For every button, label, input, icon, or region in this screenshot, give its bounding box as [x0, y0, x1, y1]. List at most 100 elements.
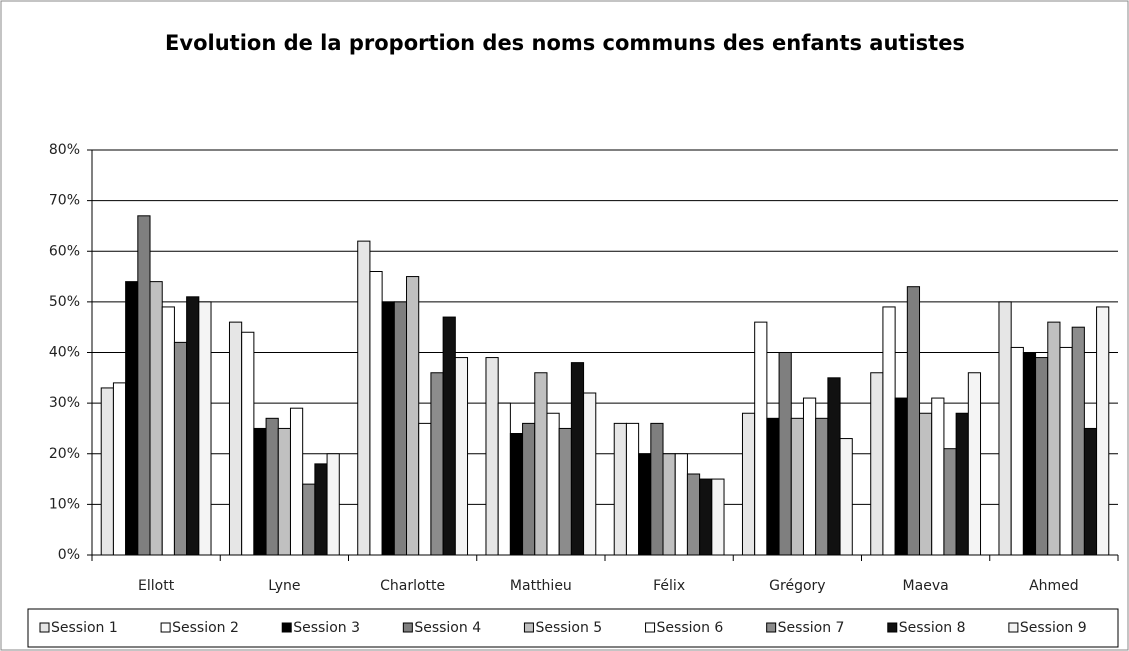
- legend-swatch: [402, 622, 413, 633]
- bar: [583, 392, 597, 556]
- y-tick-label: 50%: [49, 294, 80, 310]
- chart-title: Evolution de la proportion des noms comm…: [165, 31, 965, 55]
- y-tick-label: 20%: [49, 446, 80, 462]
- bar: [430, 372, 444, 556]
- bar: [870, 372, 884, 556]
- y-tick-label: 70%: [49, 193, 80, 209]
- legend-swatch: [281, 622, 292, 633]
- bar: [277, 427, 291, 556]
- legend-label: Session 2: [172, 620, 239, 636]
- legend-label: Session 7: [778, 620, 845, 636]
- bar: [827, 377, 841, 556]
- bar: [674, 453, 688, 556]
- bar: [638, 453, 652, 556]
- x-tick-label: Grégory: [769, 578, 825, 594]
- bar: [442, 316, 456, 556]
- bar: [711, 478, 725, 556]
- bar: [534, 372, 548, 556]
- bar: [955, 412, 969, 556]
- y-tick-label: 0%: [58, 547, 80, 563]
- bar: [699, 478, 713, 556]
- legend-swatch: [645, 622, 656, 633]
- bar: [302, 483, 316, 556]
- bar: [418, 422, 432, 556]
- legend-label: Session 8: [899, 620, 966, 636]
- bar: [931, 397, 945, 556]
- bar: [289, 407, 304, 556]
- x-tick-label: Matthieu: [510, 578, 572, 594]
- bar: [998, 301, 1012, 556]
- bar: [546, 412, 560, 556]
- legend-label: Session 3: [293, 620, 360, 636]
- legend-label: Session 1: [51, 620, 118, 636]
- bar: [228, 321, 243, 556]
- bar: [558, 427, 572, 556]
- bar: [393, 301, 408, 556]
- legend-swatch: [1008, 622, 1019, 633]
- bar: [1022, 352, 1037, 556]
- bar: [253, 427, 267, 556]
- y-tick-label: 10%: [49, 496, 80, 512]
- legend-box: [27, 608, 1119, 648]
- bar: [625, 422, 640, 556]
- y-tick-label: 60%: [49, 243, 80, 259]
- bar: [790, 417, 804, 556]
- bar: [1059, 346, 1073, 556]
- bar: [149, 281, 163, 556]
- x-tick-label: Ahmed: [1029, 578, 1079, 594]
- bar: [509, 433, 524, 556]
- bar: [906, 286, 921, 556]
- bar: [686, 473, 701, 556]
- bar: [650, 422, 664, 556]
- legend-swatch: [160, 622, 171, 633]
- legend-swatch: [39, 622, 50, 633]
- bar: [815, 417, 829, 556]
- bar: [314, 463, 328, 556]
- bar: [802, 397, 817, 556]
- bar: [265, 417, 279, 556]
- bar: [754, 321, 768, 556]
- bar: [357, 240, 371, 556]
- legend-label: Session 6: [657, 620, 724, 636]
- bar: [943, 448, 957, 556]
- bar: [198, 301, 212, 556]
- x-tick-label: Charlotte: [380, 578, 445, 594]
- bar: [125, 281, 139, 556]
- bar: [839, 438, 853, 556]
- bar: [613, 422, 627, 556]
- x-tick-label: Lyne: [268, 578, 300, 594]
- x-tick-label: Maeva: [903, 578, 949, 594]
- bar: [778, 352, 792, 556]
- bar: [894, 397, 908, 556]
- bar: [919, 412, 933, 556]
- bar: [766, 417, 780, 556]
- x-tick-label: Ellott: [138, 578, 175, 594]
- legend-label: Session 5: [535, 620, 602, 636]
- bar: [100, 387, 114, 556]
- bar: [406, 276, 420, 556]
- bar: [1096, 306, 1110, 556]
- bar: [1047, 321, 1061, 556]
- bar: [137, 215, 151, 556]
- bar: [369, 271, 383, 556]
- bar: [454, 357, 469, 556]
- bar: [522, 422, 536, 556]
- legend-swatch: [887, 622, 898, 633]
- bar: [741, 412, 756, 556]
- bar: [241, 331, 255, 556]
- bar: [497, 402, 511, 556]
- bar: [173, 341, 188, 556]
- bar: [161, 306, 175, 556]
- bar: [186, 296, 200, 556]
- bar: [485, 357, 499, 556]
- bar: [381, 301, 395, 556]
- legend-swatch: [766, 622, 777, 633]
- bar: [1010, 346, 1024, 556]
- y-tick-label: 40%: [49, 345, 80, 361]
- y-tick-label: 80%: [49, 142, 80, 158]
- bar: [882, 306, 896, 556]
- bar: [662, 453, 676, 556]
- legend-label: Session 9: [1020, 620, 1087, 636]
